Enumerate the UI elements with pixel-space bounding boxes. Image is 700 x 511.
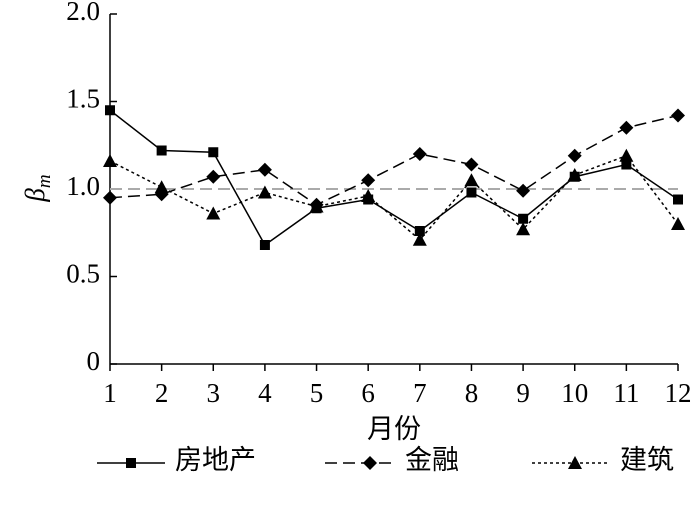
x-tick-label: 4 (258, 378, 272, 408)
series-line (109, 154, 679, 241)
data-point (673, 194, 683, 205)
y-tick-label: 0 (87, 346, 101, 376)
y-label-symbol: β (20, 188, 50, 203)
x-tick-label: 1 (103, 378, 117, 408)
data-point (105, 105, 115, 116)
legend-marker (568, 456, 582, 469)
legend-marker (126, 458, 136, 468)
data-point (671, 108, 685, 123)
data-point (567, 148, 582, 163)
data-point (259, 240, 270, 250)
x-tick-label: 5 (310, 378, 324, 408)
data-point (103, 154, 117, 167)
series-line (109, 109, 679, 247)
data-point (518, 213, 529, 224)
data-point (619, 120, 634, 135)
data-point (567, 168, 582, 181)
x-tick-label: 8 (465, 378, 479, 408)
data-point (621, 159, 632, 170)
legend-label: 房地产 (175, 445, 256, 475)
data-point (103, 190, 117, 205)
data-point (361, 173, 376, 188)
x-axis-label: 月份 (367, 414, 421, 444)
y-label-subscript: m (34, 174, 55, 188)
data-point (257, 162, 272, 177)
data-point (464, 173, 479, 187)
data-point (464, 157, 479, 172)
y-tick-label: 1.5 (66, 84, 100, 114)
x-tick-label: 6 (361, 378, 375, 408)
data-point (156, 145, 167, 156)
data-point (466, 187, 477, 198)
x-tick-label: 9 (516, 378, 530, 408)
legend-label: 建筑 (620, 445, 674, 475)
y-tick-label: 0.5 (66, 259, 100, 289)
data-point (309, 199, 324, 213)
data-point (412, 232, 427, 246)
data-point (208, 147, 219, 158)
data-point (516, 183, 531, 198)
data-point (414, 226, 425, 236)
legend-marker (363, 456, 377, 470)
x-tick-label: 2 (155, 378, 169, 408)
data-point (412, 147, 427, 161)
y-axis-label: βm (20, 174, 55, 202)
x-tick-label: 10 (561, 378, 588, 408)
x-tick-label: 7 (413, 378, 427, 408)
data-point (361, 189, 376, 202)
legend-label: 金融 (405, 445, 459, 475)
y-tick-label: 2.0 (66, 0, 100, 26)
data-point (206, 169, 221, 184)
data-point (257, 185, 272, 199)
data-point (154, 180, 169, 194)
x-tick-label: 3 (207, 378, 221, 408)
data-point (619, 148, 634, 162)
series-line (109, 114, 679, 206)
data-point (206, 206, 221, 220)
x-tick-label: 12 (665, 378, 692, 408)
data-point (671, 217, 685, 230)
data-point (516, 222, 531, 236)
y-tick-label: 1.0 (66, 171, 100, 201)
x-tick-label: 11 (613, 378, 639, 408)
